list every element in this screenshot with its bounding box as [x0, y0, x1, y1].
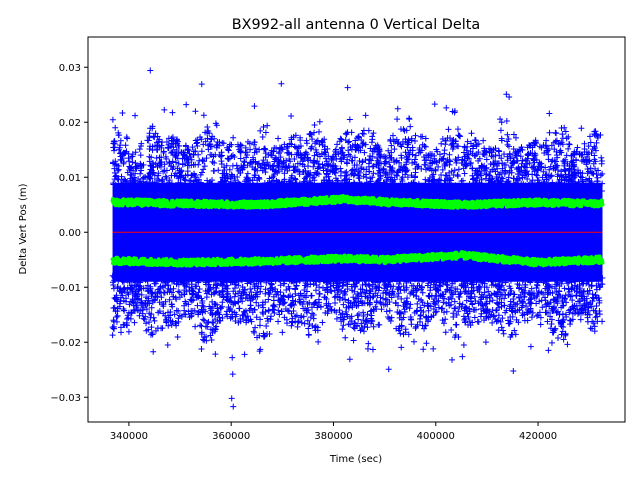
blue-point	[269, 174, 276, 181]
blue-point	[219, 274, 226, 281]
blue-point	[257, 127, 264, 134]
blue-point	[113, 172, 120, 179]
blue-point	[421, 157, 428, 164]
blue-point	[211, 159, 218, 166]
blue-point	[316, 118, 323, 125]
blue-point	[198, 81, 205, 88]
blue-point	[438, 305, 445, 312]
blue-point	[539, 304, 546, 311]
blue-point	[498, 324, 505, 331]
blue-point	[585, 281, 592, 288]
blue-point	[559, 131, 566, 138]
blue-point	[483, 156, 490, 163]
blue-point	[162, 272, 169, 279]
blue-point	[464, 138, 471, 145]
blue-point	[555, 334, 562, 341]
blue-point	[528, 314, 535, 321]
blue-point	[306, 273, 313, 280]
blue-point	[398, 295, 405, 302]
blue-point	[442, 316, 449, 323]
blue-point	[544, 318, 551, 325]
blue-point	[110, 285, 117, 292]
blue-point	[277, 282, 284, 289]
blue-point	[309, 322, 316, 329]
blue-point	[242, 186, 249, 193]
blue-point	[478, 185, 485, 192]
blue-point	[577, 316, 584, 323]
blue-point	[539, 182, 546, 189]
blue-point	[174, 165, 181, 172]
blue-point	[350, 324, 357, 331]
blue-point	[256, 332, 263, 339]
blue-point	[463, 305, 470, 312]
blue-point	[360, 309, 367, 316]
plot-area	[109, 67, 606, 410]
chart-title: BX992-all antenna 0 Vertical Delta	[232, 17, 480, 33]
blue-point	[412, 325, 419, 332]
blue-point	[543, 137, 550, 144]
blue-point	[260, 304, 267, 311]
blue-point	[289, 297, 296, 304]
blue-point	[340, 301, 347, 308]
blue-point	[225, 147, 232, 154]
blue-point	[562, 128, 569, 135]
blue-point	[295, 144, 302, 151]
blue-point	[385, 147, 392, 154]
blue-point	[312, 287, 319, 294]
blue-point	[207, 332, 214, 339]
blue-point	[229, 162, 236, 169]
blue-point	[545, 151, 552, 158]
blue-point	[247, 286, 254, 293]
blue-point	[204, 135, 211, 142]
blue-point	[419, 141, 426, 148]
blue-point	[161, 106, 168, 113]
blue-point	[514, 177, 521, 184]
blue-point	[446, 151, 453, 158]
blue-point	[439, 317, 446, 324]
blue-point	[172, 152, 179, 159]
blue-point	[268, 313, 275, 320]
blue-point	[540, 168, 547, 175]
blue-point	[455, 166, 462, 173]
blue-point	[576, 273, 583, 280]
blue-point	[350, 337, 357, 344]
blue-point	[292, 176, 299, 183]
blue-point	[449, 291, 456, 298]
blue-point	[187, 177, 194, 184]
blue-point	[436, 282, 443, 289]
blue-point	[211, 289, 218, 296]
blue-point	[445, 126, 452, 133]
blue-point	[351, 271, 358, 278]
blue-point	[451, 167, 458, 174]
blue-point	[235, 179, 242, 186]
blue-point	[151, 134, 158, 141]
blue-point	[546, 110, 553, 117]
blue-point	[536, 298, 543, 305]
blue-point	[587, 325, 594, 332]
blue-point	[301, 287, 308, 294]
blue-point	[523, 303, 530, 310]
blue-point	[373, 276, 380, 283]
blue-point	[225, 146, 232, 153]
blue-point	[492, 316, 499, 323]
blue-point	[109, 116, 116, 123]
blue-point	[432, 301, 439, 308]
blue-point	[143, 306, 150, 313]
blue-point	[397, 330, 404, 337]
blue-point	[572, 278, 579, 285]
blue-point	[498, 119, 505, 126]
blue-point	[334, 141, 341, 148]
blue-point	[111, 304, 118, 311]
blue-point	[497, 127, 504, 134]
blue-point	[200, 112, 207, 119]
blue-point	[190, 179, 197, 186]
blue-point	[153, 154, 160, 161]
blue-point	[263, 323, 270, 330]
blue-point	[175, 288, 182, 295]
